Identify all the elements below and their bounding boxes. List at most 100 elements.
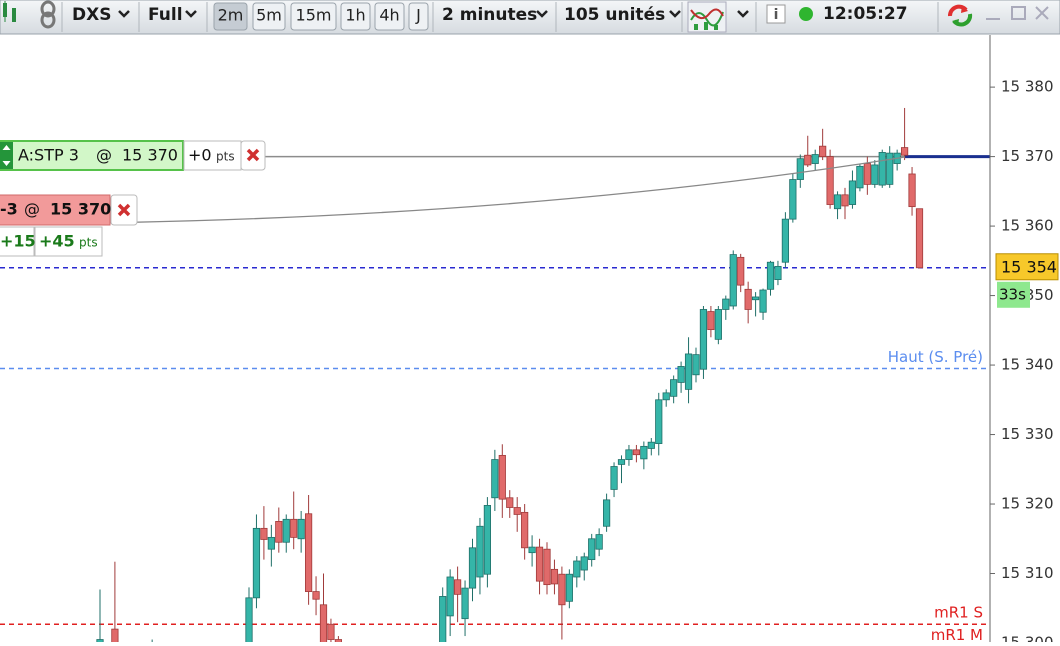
timeframe-label[interactable]: 1h [345, 6, 365, 25]
candle-body [252, 527, 261, 599]
caret[interactable] [118, 10, 130, 18]
y-tick-label: 15 320 [1001, 495, 1054, 513]
candle-body [603, 499, 611, 527]
candle-body [96, 639, 104, 642]
units[interactable]: 105 unités [564, 5, 665, 25]
timeframe-button[interactable] [374, 2, 405, 31]
view[interactable]: Full [148, 5, 183, 25]
candle-body [915, 208, 924, 269]
order-unit: pts [216, 150, 235, 164]
candle-body [625, 449, 633, 460]
status-dot [799, 7, 813, 21]
candle-body [513, 507, 521, 515]
link-icon[interactable] [40, 0, 56, 29]
y-tick-label: 15 340 [1001, 356, 1054, 374]
caret[interactable] [536, 10, 548, 18]
candle-body [506, 497, 514, 508]
instrument[interactable]: DXS [72, 5, 111, 25]
position-qty: -3 [0, 200, 18, 219]
candle-body [453, 579, 462, 595]
gain-unit: pts [79, 236, 98, 250]
candle-body [304, 513, 313, 592]
candle-body [684, 353, 693, 390]
caret[interactable] [185, 10, 197, 18]
last-price-label: 15 354 [1001, 257, 1057, 276]
candle-body [282, 518, 290, 543]
candle-body [267, 536, 275, 550]
candle-body [856, 165, 864, 189]
candle-body [595, 534, 603, 550]
candle-body [670, 379, 678, 397]
level-label: mR1 M [931, 626, 983, 642]
candle-body [483, 505, 492, 575]
indicator-icon[interactable] [687, 1, 727, 33]
level-label: mR1 S [934, 604, 983, 622]
candle-body [573, 560, 581, 578]
cancel-button[interactable] [246, 148, 260, 162]
candle-body [446, 576, 454, 617]
candle-body [908, 173, 916, 208]
countdown-tag [997, 281, 1030, 308]
timeframe-label[interactable]: 2m [218, 6, 244, 25]
candle-body [535, 546, 544, 582]
y-tick-label: 15 380 [1001, 78, 1054, 96]
candle-body [439, 596, 447, 642]
candle-body [796, 158, 804, 180]
timeframe-button[interactable] [252, 2, 286, 31]
window-buttons[interactable] [986, 6, 1049, 20]
refresh-icon[interactable] [948, 4, 973, 27]
order-price: 15 370 [122, 146, 178, 165]
candle-body [565, 573, 573, 602]
timeframe-button[interactable] [290, 2, 337, 31]
timeframe-button[interactable] [408, 2, 429, 31]
candle-body [744, 288, 752, 310]
candle-body [752, 296, 760, 301]
candle-body [580, 556, 588, 571]
timeframe-label[interactable]: 4h [379, 6, 399, 25]
candle-body [245, 597, 253, 642]
timeframe-label[interactable]: 15m [296, 6, 332, 25]
candle-body [901, 147, 909, 156]
candle-body [550, 568, 559, 585]
y-tick-label: 15 360 [1001, 217, 1054, 235]
stop-curve [0, 156, 906, 225]
candle-body [811, 154, 819, 164]
candle-body [871, 164, 879, 185]
candle-body [729, 254, 737, 307]
candle-body [692, 354, 700, 376]
close-button[interactable] [117, 203, 131, 217]
timeframe-label[interactable]: 5m [256, 6, 282, 25]
candle-body [759, 289, 767, 313]
candle-body [543, 548, 551, 586]
candle-body [804, 154, 812, 166]
timeframe-label[interactable]: J [415, 6, 421, 25]
candle-body [528, 546, 536, 554]
caret[interactable] [737, 10, 749, 18]
candle-body [498, 454, 506, 500]
candle-body [819, 145, 827, 157]
chart-icon[interactable] [3, 1, 16, 22]
order-pnl: +0 [188, 146, 212, 165]
period[interactable]: 2 minutes [442, 5, 537, 25]
candle-body [833, 194, 842, 210]
stop-order-tag[interactable]: A:STP 3 @ 15 370 +0 pts [0, 140, 266, 171]
clock: 12:05:27 [823, 4, 908, 24]
candle-body [647, 441, 655, 449]
candle-body [781, 218, 790, 263]
candle-body [558, 573, 566, 606]
candle-body [260, 527, 268, 540]
candle-body [662, 392, 670, 401]
candle-body [737, 256, 745, 286]
toolbar: DXS Full 2m 5m 15m 1h 4h J 2 minutes 105 unit… [0, 0, 1060, 35]
timeframe-button[interactable] [340, 2, 371, 31]
gain: +15 [0, 232, 36, 251]
caret[interactable] [669, 10, 681, 18]
candle-body [468, 547, 477, 589]
position-tag[interactable]: -3 @ 15 370 [0, 194, 138, 226]
candle-body [699, 309, 708, 370]
candle-body [275, 521, 283, 543]
timeframe-button[interactable] [213, 2, 248, 31]
info-icon[interactable]: i [766, 4, 786, 24]
